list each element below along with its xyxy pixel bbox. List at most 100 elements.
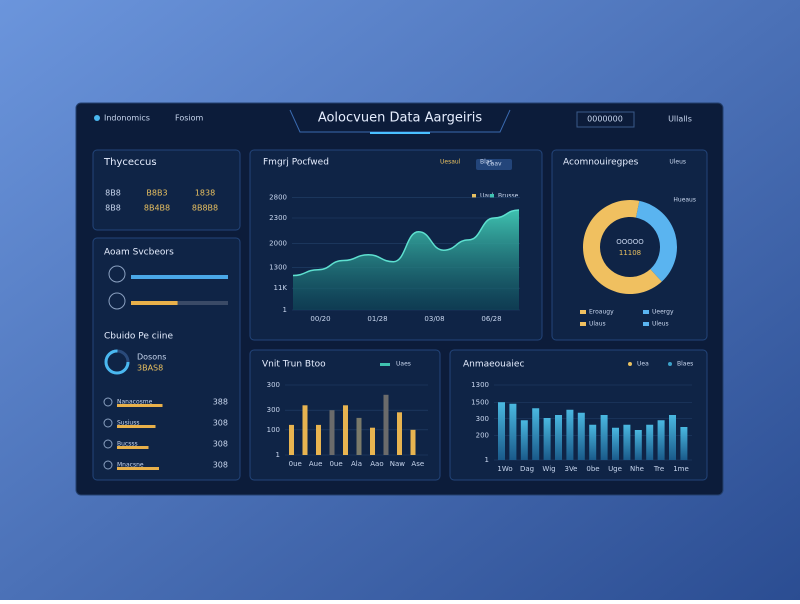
label: 1Wo [497,465,512,473]
bar [410,429,416,455]
progress-bar [131,301,178,305]
donut-slice [635,200,677,282]
label: Bucsss [117,441,138,448]
label: Tre [653,465,664,473]
label: 300 [267,381,280,389]
label: Uesaul [440,159,461,166]
label: Susiuss [117,420,139,427]
list-icon [103,418,113,428]
label: 0be [586,465,599,473]
label: Uea [637,361,649,368]
label: Eroaugy [589,309,614,316]
label: 1300 [269,263,287,271]
label: 8B8 [105,204,121,213]
line [292,209,520,277]
legend-swatch [490,194,494,198]
label: Uleus [669,159,686,166]
label: Ueergy [652,309,674,316]
label: 8B8B8 [192,204,218,213]
panel [92,149,241,231]
label: 1838 [195,189,215,198]
label: Uleus [652,321,669,328]
donut-slice [583,200,662,294]
label: Mnacsne [117,462,144,469]
label: Ala [351,460,362,468]
label: 308 [213,440,228,449]
label: Brusse [498,193,519,200]
nav[interactable]: Fosiom [175,114,203,123]
legend-swatch [380,363,390,366]
label: 2800 [269,193,287,201]
bar [302,405,308,455]
bar [612,427,619,460]
bar [555,415,562,460]
label: Thyceccus [103,157,157,168]
toggle-box[interactable] [476,159,512,170]
bar [498,402,505,460]
bar [532,408,540,460]
list-bar [117,467,159,470]
label: 300 [267,406,280,414]
bar [623,424,631,460]
legend-dot [628,362,632,366]
label: Wig [542,465,555,473]
bar [356,417,362,455]
label: 11K [274,284,288,292]
legend-swatch [580,322,586,326]
bar [289,424,294,455]
user[interactable]: Ullalls [668,115,692,124]
logo: Indonomics [104,114,150,123]
panel [551,149,708,341]
label: 1 [276,451,280,459]
area [293,209,519,310]
logo-icon [94,115,100,121]
bar [370,427,375,455]
list-bar [117,425,156,428]
label: Aoam Svcbeors [104,248,174,258]
label: Blaes [677,361,693,368]
panel [92,237,241,481]
label: 308 [213,461,228,470]
label: 11108 [619,249,641,257]
label: Nanacosme [117,399,153,406]
label: Aue [309,460,323,468]
label: Uaes [396,361,411,368]
bar [680,427,688,460]
legend-swatch [643,310,649,314]
list-icon [103,397,113,407]
label: 1 [283,306,287,314]
bar [589,424,597,460]
label: Uaul [480,193,494,200]
label: 8B4B8 [144,204,170,213]
progress-bar [131,275,228,279]
bar [509,403,517,460]
list-bar [117,446,149,449]
label: 00/20 [310,315,330,323]
label: 2300 [269,214,287,222]
legend-swatch [472,194,476,198]
label: Vnit Trun Btoo [262,360,326,370]
bar [646,424,654,460]
progress-track [131,301,228,305]
legend-swatch [643,322,649,326]
bar [397,412,402,455]
label: Aao [370,460,383,468]
search[interactable]: 0000000 [587,115,623,124]
search-box[interactable] [576,111,635,128]
label: 388 [213,398,228,407]
legend-dot [668,362,672,366]
label: Acomnouiregpes [563,158,639,168]
label: 1me [673,465,689,473]
label: Blas [480,159,493,166]
bar [316,424,321,455]
label: Naw [390,460,406,468]
label: 200 [476,431,489,439]
label: 100 [267,426,280,434]
label: 03/08 [424,315,444,323]
legend-swatch [580,310,586,314]
label: Caav [486,161,502,168]
bar [669,415,676,460]
bar [657,420,665,460]
label: 0ue [329,460,342,468]
label: 1 [485,456,489,464]
